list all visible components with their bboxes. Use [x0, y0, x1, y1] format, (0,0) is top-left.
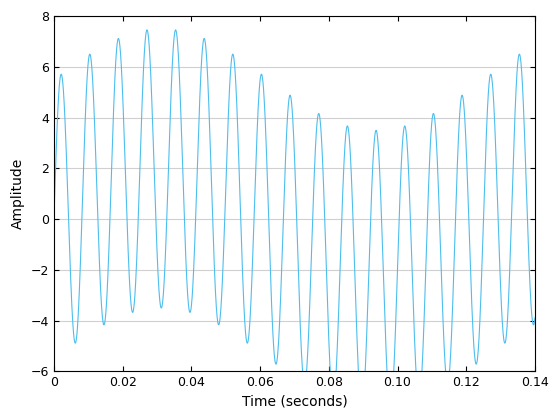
X-axis label: Time (seconds): Time (seconds)	[241, 395, 347, 409]
Y-axis label: Amplitude: Amplitude	[11, 158, 25, 229]
